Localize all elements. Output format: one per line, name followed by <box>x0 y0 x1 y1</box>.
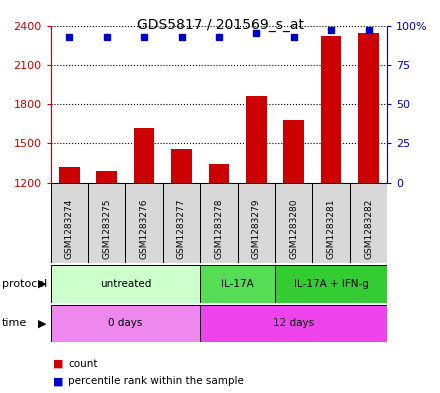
Bar <box>171 149 192 183</box>
Bar <box>125 183 163 263</box>
Bar <box>59 167 80 183</box>
Text: GSM1283281: GSM1283281 <box>326 199 336 259</box>
Bar <box>51 183 88 263</box>
Text: 0 days: 0 days <box>108 318 143 328</box>
Bar <box>88 183 125 263</box>
Bar <box>200 265 275 303</box>
Text: count: count <box>68 358 98 369</box>
Text: GSM1283275: GSM1283275 <box>102 199 111 259</box>
Bar <box>134 128 154 183</box>
Text: GSM1283279: GSM1283279 <box>252 199 261 259</box>
Text: percentile rank within the sample: percentile rank within the sample <box>68 376 244 386</box>
Bar <box>350 183 387 263</box>
Bar <box>51 305 200 342</box>
Bar <box>238 183 275 263</box>
Text: GDS5817 / 201569_s_at: GDS5817 / 201569_s_at <box>136 18 304 32</box>
Text: GSM1283277: GSM1283277 <box>177 199 186 259</box>
Bar <box>321 36 341 183</box>
Text: GSM1283278: GSM1283278 <box>214 199 224 259</box>
Text: IL-17A: IL-17A <box>221 279 254 289</box>
Text: GSM1283276: GSM1283276 <box>139 199 149 259</box>
Bar <box>200 305 387 342</box>
Text: ■: ■ <box>53 358 63 369</box>
Text: 12 days: 12 days <box>273 318 314 328</box>
Bar <box>312 183 350 263</box>
Text: ■: ■ <box>53 376 63 386</box>
Bar <box>283 120 304 183</box>
Bar <box>246 96 267 183</box>
Text: GSM1283280: GSM1283280 <box>289 199 298 259</box>
Bar <box>209 164 229 183</box>
Bar <box>163 183 200 263</box>
Text: ▶: ▶ <box>38 318 46 328</box>
Text: ▶: ▶ <box>38 279 46 289</box>
Text: protocol: protocol <box>2 279 48 289</box>
Bar <box>275 183 312 263</box>
Text: GSM1283274: GSM1283274 <box>65 199 74 259</box>
Text: GSM1283282: GSM1283282 <box>364 199 373 259</box>
Bar <box>275 265 387 303</box>
Bar <box>200 183 238 263</box>
Bar <box>358 33 379 183</box>
Text: untreated: untreated <box>100 279 151 289</box>
Text: time: time <box>2 318 27 328</box>
Bar <box>96 171 117 183</box>
Bar <box>51 265 200 303</box>
Text: IL-17A + IFN-g: IL-17A + IFN-g <box>293 279 369 289</box>
